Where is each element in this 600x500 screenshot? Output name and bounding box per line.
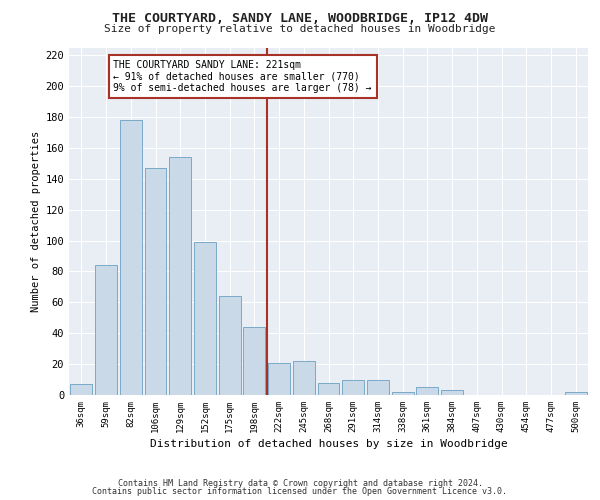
Text: Size of property relative to detached houses in Woodbridge: Size of property relative to detached ho…: [104, 24, 496, 34]
Bar: [95, 266, 117, 395]
Bar: [367, 380, 389, 395]
Bar: [343, 380, 364, 395]
Text: Contains HM Land Registry data © Crown copyright and database right 2024.: Contains HM Land Registry data © Crown c…: [118, 478, 482, 488]
Bar: [416, 388, 438, 395]
Bar: [392, 392, 413, 395]
Bar: [293, 361, 314, 395]
Bar: [317, 382, 340, 395]
Y-axis label: Number of detached properties: Number of detached properties: [31, 130, 41, 312]
Bar: [120, 120, 142, 395]
Bar: [441, 390, 463, 395]
Text: Contains public sector information licensed under the Open Government Licence v3: Contains public sector information licen…: [92, 487, 508, 496]
Bar: [145, 168, 166, 395]
Bar: [244, 327, 265, 395]
Bar: [268, 362, 290, 395]
X-axis label: Distribution of detached houses by size in Woodbridge: Distribution of detached houses by size …: [149, 439, 508, 449]
Bar: [219, 296, 241, 395]
Text: THE COURTYARD SANDY LANE: 221sqm
← 91% of detached houses are smaller (770)
9% o: THE COURTYARD SANDY LANE: 221sqm ← 91% o…: [113, 60, 372, 93]
Bar: [70, 384, 92, 395]
Text: THE COURTYARD, SANDY LANE, WOODBRIDGE, IP12 4DW: THE COURTYARD, SANDY LANE, WOODBRIDGE, I…: [112, 12, 488, 26]
Bar: [169, 157, 191, 395]
Bar: [194, 242, 216, 395]
Bar: [565, 392, 587, 395]
